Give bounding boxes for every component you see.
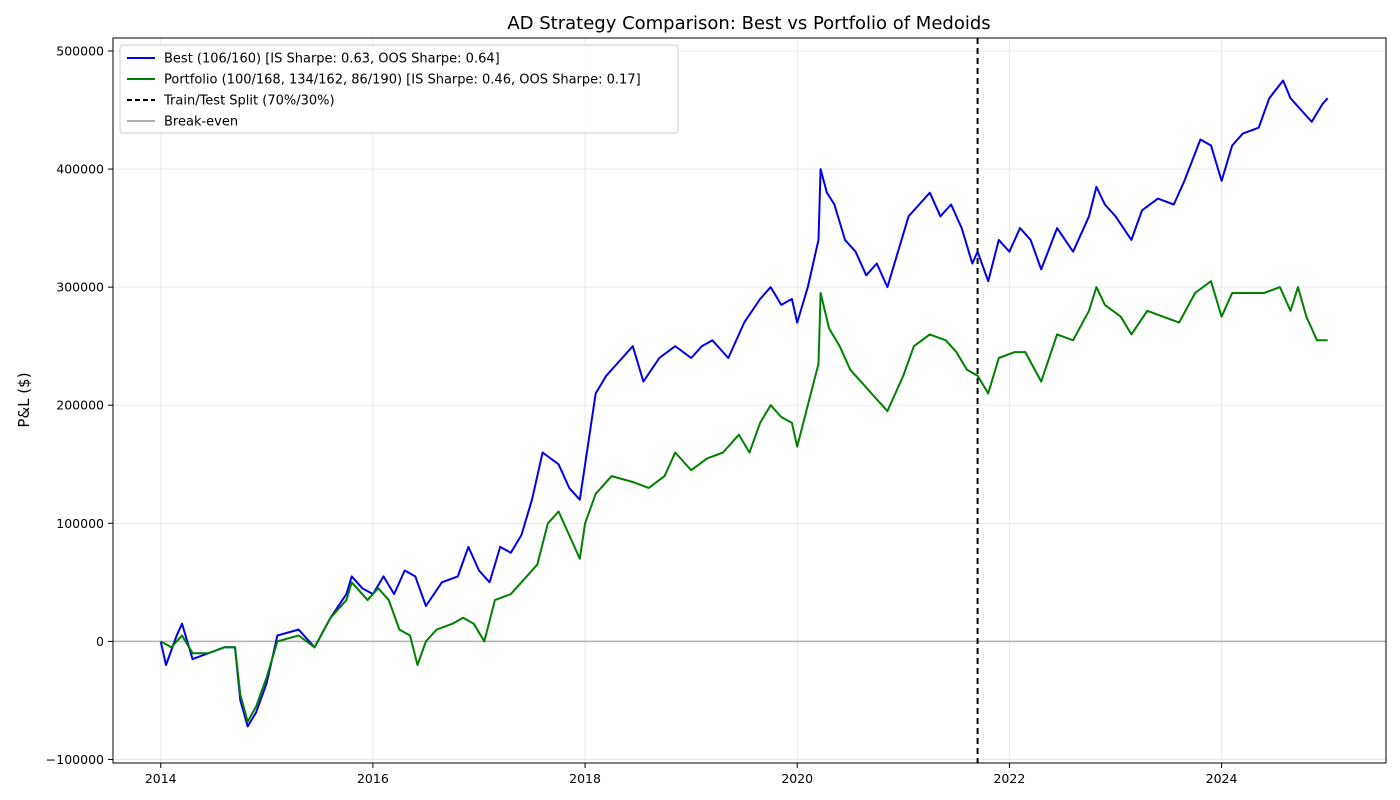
y-axis-label: P&L ($) <box>15 372 33 427</box>
chart-title: AD Strategy Comparison: Best vs Portfoli… <box>507 13 990 34</box>
legend-label: Break-even <box>164 115 238 130</box>
legend-entry-portfolio: Portfolio (100/168, 134/162, 86/190) [IS… <box>127 73 641 88</box>
plot-area <box>159 79 1329 728</box>
x-tick-label: 2016 <box>357 771 389 786</box>
y-tick-label: 0 <box>96 634 104 649</box>
axes: 2014 2016 2018 2020 2022 2024 −100000 0 100000 20… <box>46 37 1387 786</box>
legend-label: Portfolio (100/168, 134/162, 86/190) [IS… <box>164 73 641 88</box>
legend-label: Best (106/160) [IS Sharpe: 0.63, OOS Sha… <box>164 52 500 67</box>
x-tick-label: 2024 <box>1206 771 1238 786</box>
y-tick-label: 200000 <box>56 398 104 413</box>
legend-entry-best: Best (106/160) [IS Sharpe: 0.63, OOS Sha… <box>127 52 500 67</box>
y-tick-label: 500000 <box>56 43 104 58</box>
series-line-2 <box>160 280 1328 723</box>
series-line-1 <box>159 79 1329 728</box>
x-tick-label: 2018 <box>569 771 601 786</box>
x-tick-label: 2014 <box>145 771 177 786</box>
axes-frame <box>112 37 1387 764</box>
x-tick-label: 2022 <box>993 771 1025 786</box>
legend: Best (106/160) [IS Sharpe: 0.63, OOS Sha… <box>119 44 679 134</box>
legend-entry-break-even: Break-even <box>127 115 238 130</box>
legend-label: Train/Test Split (70%/30%) <box>163 94 335 109</box>
reference-lines <box>113 38 1386 763</box>
y-tick-label: −100000 <box>46 752 104 767</box>
y-tick-label: 300000 <box>56 280 104 295</box>
y-tick-label: 400000 <box>56 162 104 177</box>
y-tick-label: 100000 <box>56 516 104 531</box>
grid <box>113 38 1386 763</box>
legend-box <box>119 44 679 134</box>
x-tick-label: 2020 <box>781 771 813 786</box>
legend-entry-split: Train/Test Split (70%/30%) <box>127 94 335 109</box>
